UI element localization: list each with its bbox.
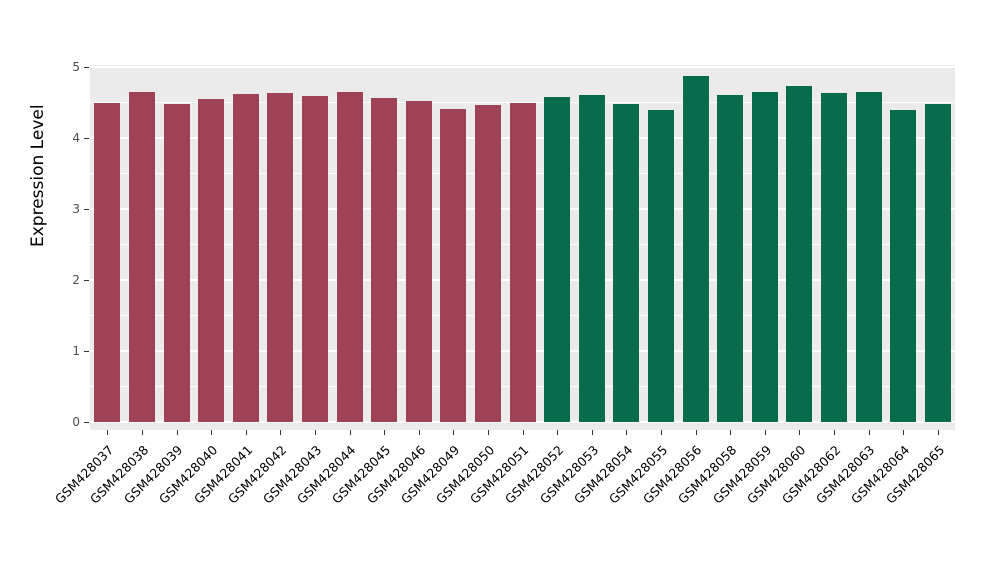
y-tick-label: 0 (72, 415, 80, 429)
major-gridline (90, 421, 955, 423)
bar (267, 92, 293, 422)
bar (821, 92, 847, 422)
y-tick-label: 1 (72, 344, 80, 358)
bar (544, 96, 570, 422)
bar (440, 108, 466, 422)
y-axis-title: Expression Level (28, 104, 48, 247)
bar (406, 101, 432, 422)
y-tick-mark (84, 138, 89, 139)
x-tick-mark (799, 430, 801, 435)
x-tick-mark (557, 430, 559, 435)
y-tick-label: 5 (72, 60, 80, 74)
x-tick-mark (695, 430, 697, 435)
bar (683, 75, 709, 422)
y-tick-label: 2 (72, 273, 80, 287)
x-tick-mark (211, 430, 213, 435)
x-tick-mark (833, 430, 835, 435)
bar (925, 103, 951, 422)
bar (579, 95, 605, 422)
y-tick-label: 4 (72, 131, 80, 145)
y-tick-mark (84, 422, 89, 423)
plot-panel (90, 65, 955, 430)
bar (510, 102, 536, 422)
bar (752, 91, 778, 422)
y-tick-mark (84, 209, 89, 210)
bar (475, 104, 501, 422)
bar (613, 103, 639, 422)
x-tick-mark (384, 430, 386, 435)
bar (717, 95, 743, 422)
x-tick-mark (937, 430, 939, 435)
x-tick-mark (626, 430, 628, 435)
y-tick-mark (84, 351, 89, 352)
bar (890, 110, 916, 422)
bar (337, 91, 363, 422)
x-tick-mark (176, 430, 178, 435)
x-tick-mark (903, 430, 905, 435)
bar (164, 103, 190, 422)
x-tick-mark (522, 430, 524, 435)
x-tick-mark (418, 430, 420, 435)
x-tick-mark (730, 430, 732, 435)
x-tick-mark (487, 430, 489, 435)
bar (94, 102, 120, 422)
bar (198, 98, 224, 422)
bar (129, 91, 155, 422)
x-tick-mark (591, 430, 593, 435)
x-tick-mark (349, 430, 351, 435)
bar (302, 96, 328, 422)
x-tick-mark (660, 430, 662, 435)
x-tick-mark (245, 430, 247, 435)
y-tick-mark (84, 280, 89, 281)
bar (786, 86, 812, 422)
x-tick-mark (141, 430, 143, 435)
bar (371, 97, 397, 422)
y-tick-mark (84, 67, 89, 68)
major-gridline (90, 66, 955, 68)
x-tick-mark (107, 430, 109, 435)
x-tick-mark (764, 430, 766, 435)
x-tick-mark (868, 430, 870, 435)
x-tick-mark (453, 430, 455, 435)
bar (648, 110, 674, 422)
bar (856, 91, 882, 422)
x-tick-mark (280, 430, 282, 435)
y-tick-label: 3 (72, 202, 80, 216)
x-tick-mark (314, 430, 316, 435)
bar (233, 93, 259, 422)
